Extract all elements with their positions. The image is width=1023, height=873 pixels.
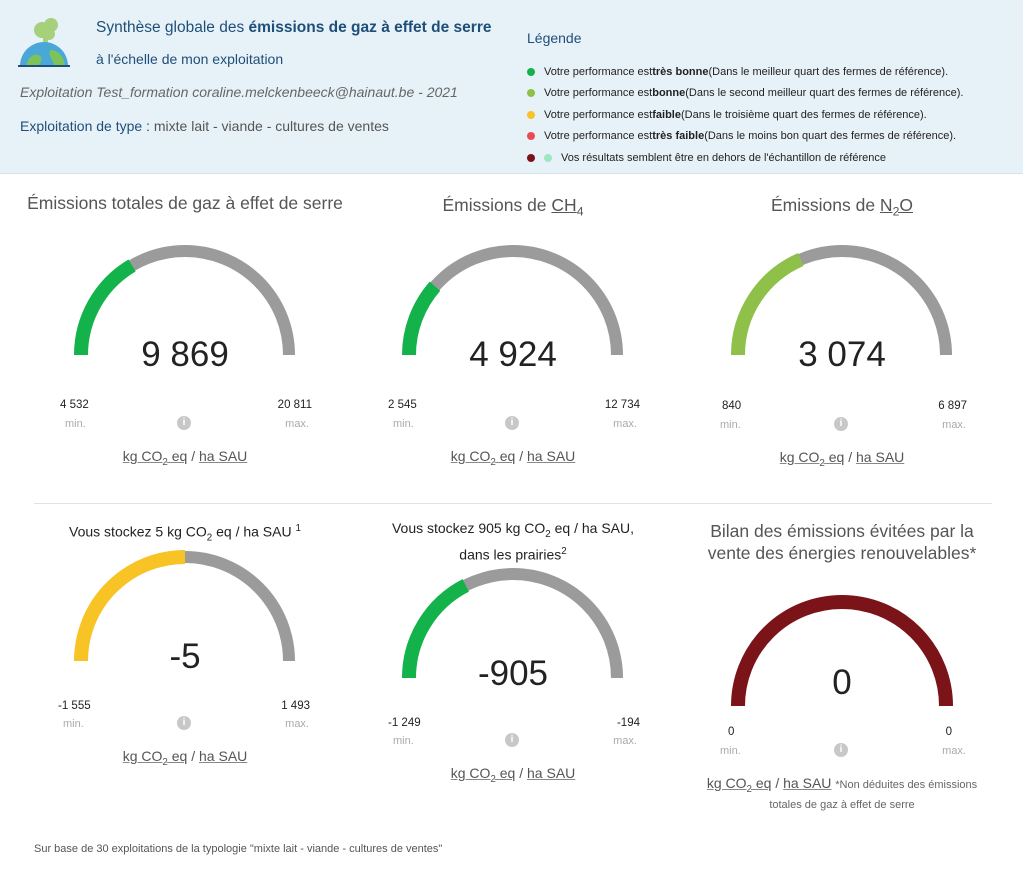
gauge-max-label: max. (613, 735, 637, 747)
light-green-dot-icon (527, 89, 535, 98)
gauge-title: Bilan des émissions évitées par la vente… (707, 521, 977, 563)
page-subtitle: à l'échelle de mon exploitation (96, 51, 284, 67)
unit-label[interactable]: kg CO2 eq / ha SAU (779, 449, 905, 469)
info-icon[interactable]: i (834, 743, 848, 757)
footer-note: Sur base de 30 exploitations de la typol… (34, 843, 443, 855)
legend-item-weak: Votre performance est faible (Dans le tr… (527, 104, 963, 126)
info-icon[interactable]: i (505, 733, 519, 747)
mint-dot-icon (544, 153, 552, 162)
gauge-fill (402, 281, 441, 356)
unit-label[interactable]: kg CO2 eq / ha SAU (450, 448, 576, 468)
gauge-value: 4 924 (469, 335, 557, 374)
gauge-arc (402, 568, 623, 679)
info-icon[interactable]: i (505, 416, 519, 430)
gauge-title: Émissions de N2O (770, 195, 914, 219)
info-icon[interactable]: i (177, 416, 191, 430)
gauge-arc (731, 595, 953, 707)
gauge-max-label: max. (613, 418, 637, 430)
legend-item-outside: Vos résultats semblent être en dehors de… (527, 147, 963, 169)
yellow-dot-icon (527, 110, 535, 119)
legend-item-very-weak: Votre performance est très faible (Dans … (527, 126, 963, 148)
red-dot-icon (527, 132, 535, 141)
gauge-fill (402, 579, 470, 679)
gauge-fill (731, 595, 953, 707)
gauge-max-value: 20 811 (277, 399, 312, 411)
gauge-n2o-emissions: Émissions de N2O 3 074 840 6 897 min. ma… (682, 192, 1002, 482)
farm-type: Exploitation de type : mixte lait - vian… (20, 118, 389, 134)
gauge-min-label: min. (65, 418, 86, 430)
unit-label[interactable]: kg CO2 eq / ha SAU (122, 448, 248, 468)
legend-title: Légende (527, 30, 582, 46)
gauge-title: Vous stockez 5 kg CO2 eq / ha SAU 1 (69, 523, 301, 544)
gauge-min-value: 0 (728, 726, 735, 738)
gauge-max-value: 1 493 (281, 700, 310, 712)
gauge-value: 9 869 (141, 335, 229, 374)
legend-item-very-good: Votre performance est très bonne (Dans l… (527, 61, 963, 83)
gauge-min-label: min. (720, 419, 741, 431)
gauge-min-label: min. (393, 418, 414, 430)
gauge-max-label: max. (942, 745, 966, 757)
unit-label[interactable]: kg CO2 eq / ha SAU (122, 748, 248, 768)
gauge-arc (74, 550, 295, 662)
legend-item-good: Votre performance est bonne (Dans le sec… (527, 83, 963, 105)
gauge-value: -5 (169, 637, 201, 676)
gauge-title: Émissions totales de gaz à effet de serr… (27, 193, 343, 213)
gauge-prairie-storage: Vous stockez 905 kg CO2 eq / ha SAU, dans… (353, 518, 673, 788)
summary-header: Synthèse globale des émissions de gaz à … (0, 0, 1023, 174)
legend: Votre performance est très bonne (Dans l… (527, 61, 963, 169)
gauge-fill (731, 253, 804, 356)
gauge-max-value: 6 897 (938, 400, 967, 412)
gauge-fill (74, 259, 136, 356)
gauge-max-value: 12 734 (604, 399, 640, 411)
gauge-min-label: min. (393, 735, 414, 747)
gauge-min-value: -1 249 (388, 717, 421, 729)
footnote-renewables: *Non déduites des émissions (835, 779, 978, 791)
unit-label[interactable]: kg CO2 eq / ha SAU *Non déduites des émi… (706, 775, 978, 795)
info-icon[interactable]: i (177, 716, 191, 730)
gauge-value: 0 (832, 663, 852, 702)
gauge-min-value: 4 532 (60, 399, 89, 411)
page-title: Synthèse globale des émissions de gaz à … (96, 19, 492, 36)
gauge-min-label: min. (720, 745, 741, 757)
gauge-min-value: 840 (722, 400, 742, 412)
gauge-value: 3 074 (798, 335, 886, 374)
footnote-renewables-cont: totales de gaz à effet de serre (769, 799, 915, 811)
gauge-arc (402, 245, 623, 356)
gauge-total-emissions: Émissions totales de gaz à effet de serr… (25, 192, 345, 482)
gauge-min-value: -1 555 (58, 700, 91, 712)
gauge-title: Vous stockez 905 kg CO2 eq / ha SAU, dans… (391, 520, 635, 563)
gauge-max-label: max. (285, 418, 309, 430)
section-divider (34, 503, 992, 504)
gauge-arc (74, 245, 295, 356)
earth-emission-icon (18, 18, 70, 67)
gauge-max-value: 0 (945, 726, 952, 738)
gauge-fill (74, 550, 186, 662)
gauge-title: Émissions de CH4 (442, 195, 584, 219)
gauge-arc (731, 245, 952, 356)
gauge-max-label: max. (942, 419, 966, 431)
farm-info: Exploitation Test_formation coraline.mel… (20, 84, 458, 100)
info-icon[interactable]: i (834, 417, 848, 431)
dark-red-dot-icon (527, 153, 535, 162)
gauge-avoided-emissions: Bilan des émissions évitées par la vente… (682, 520, 1002, 820)
gauge-ch4-emissions: Émissions de CH4 4 924 2 545 12 734 min.… (353, 192, 673, 482)
unit-label[interactable]: kg CO2 eq / ha SAU (450, 765, 576, 785)
gauge-max-value: -194 (616, 717, 640, 729)
gauge-min-value: 2 545 (388, 399, 417, 411)
gauge-value: -905 (477, 654, 549, 693)
green-dot-icon (527, 67, 535, 76)
gauge-carbon-storage: Vous stockez 5 kg CO2 eq / ha SAU 1 -5 -… (25, 518, 345, 778)
gauge-min-label: min. (63, 718, 84, 730)
gauge-max-label: max. (285, 718, 309, 730)
